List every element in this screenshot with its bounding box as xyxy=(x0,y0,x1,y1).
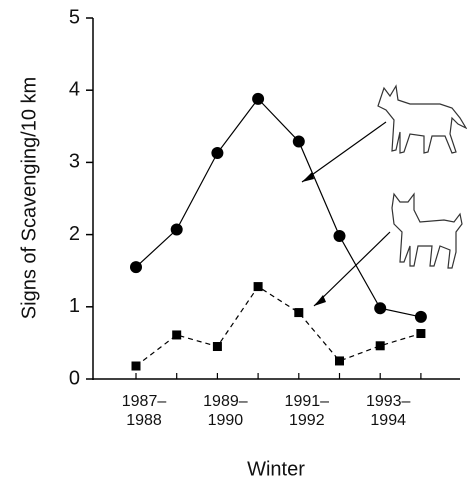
data-point xyxy=(170,223,183,236)
arrow-head xyxy=(314,295,326,306)
data-line xyxy=(135,97,422,318)
x-tick-label: 1991– 1992 xyxy=(284,393,330,429)
data-point xyxy=(335,356,344,366)
arrow xyxy=(301,121,387,183)
arrow xyxy=(313,231,391,307)
x-axis-label: Winter xyxy=(247,458,305,480)
data-point xyxy=(130,261,142,274)
data-point xyxy=(252,92,265,105)
x-tick-label: 1989– 1990 xyxy=(203,393,248,429)
data-point xyxy=(172,330,182,340)
y-tick-label: 5 xyxy=(69,6,80,28)
lynx-illustration xyxy=(391,192,463,269)
data-point xyxy=(292,135,305,148)
arrow-head xyxy=(302,172,314,182)
y-tick-label: 3 xyxy=(69,151,80,173)
data-point xyxy=(416,329,426,339)
data-line xyxy=(135,285,422,367)
data-point xyxy=(333,230,346,243)
x-tick-label: 1987– 1988 xyxy=(121,393,167,429)
data-point xyxy=(211,147,224,160)
x-tick-label: 1993– 1994 xyxy=(365,393,411,429)
data-point xyxy=(294,308,304,318)
y-tick-label: 1 xyxy=(69,295,80,317)
y-axis-label: Signs of Scavenging/10 km xyxy=(18,77,40,319)
data-point xyxy=(375,341,385,351)
data-point xyxy=(131,361,141,371)
data-point xyxy=(253,282,263,292)
y-tick-label: 0 xyxy=(69,367,80,389)
wolf-illustration xyxy=(377,84,467,154)
data-point xyxy=(374,302,387,315)
y-tick-label: 2 xyxy=(69,223,80,245)
y-tick-label: 4 xyxy=(69,78,80,100)
data-point xyxy=(414,310,427,323)
data-point xyxy=(212,342,222,352)
